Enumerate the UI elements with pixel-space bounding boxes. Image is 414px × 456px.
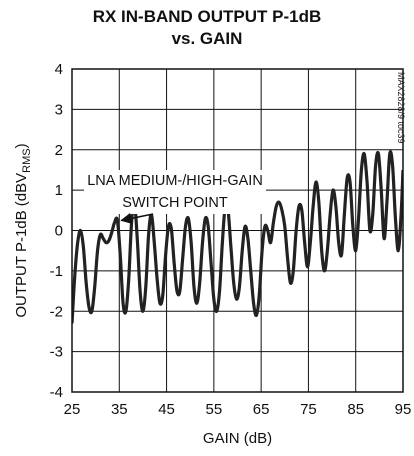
tick-labels: 25 35 45 55 65 75 85 95 -4 -3 -2 -1 0 1 2 3 4 <box>50 61 412 418</box>
part-number: MAX2828/9 toc39 <box>396 72 406 144</box>
annotation-line2: SWITCH POINT <box>122 195 228 211</box>
x-tick-label: 65 <box>253 401 270 418</box>
x-tick-label: 85 <box>347 401 364 418</box>
annotation-line1: LNA MEDIUM-/HIGH-GAIN <box>87 173 263 189</box>
y-tick-label: 1 <box>55 182 63 199</box>
y-axis-label-main: OUTPUT P-1dB (dBV <box>13 173 30 318</box>
y-tick-label: 2 <box>55 142 63 159</box>
y-tick-label: 4 <box>55 61 63 78</box>
series-group <box>72 150 403 324</box>
x-tick-label: 55 <box>206 401 223 418</box>
y-axis-label: OUTPUT P-1dB (dBVRMS) <box>13 143 33 317</box>
y-axis-label-sub: RMS <box>21 148 33 172</box>
x-axis-label: GAIN (dB) <box>203 430 272 447</box>
chart-title-line1: RX IN-BAND OUTPUT P-1dB <box>92 7 322 26</box>
chart-title-line2: vs. GAIN <box>171 29 243 48</box>
y-tick-label: 0 <box>55 223 63 240</box>
y-tick-label: -4 <box>50 384 63 401</box>
y-axis-label-close: ) <box>13 143 30 148</box>
plot-frame <box>71 68 404 393</box>
y-tick-label: -2 <box>50 303 63 320</box>
y-tick-label: -3 <box>50 344 63 361</box>
x-tick-label: 35 <box>111 401 128 418</box>
annotation-background <box>84 170 266 214</box>
x-tick-label: 75 <box>300 401 317 418</box>
annotation-arrow <box>120 212 154 224</box>
y-tick-label: 3 <box>55 101 63 118</box>
x-tick-label: 45 <box>158 401 175 418</box>
x-tick-label: 25 <box>64 401 81 418</box>
y-tick-label: -1 <box>50 263 63 280</box>
series-line <box>72 150 403 324</box>
x-tick-label: 95 <box>395 401 412 418</box>
